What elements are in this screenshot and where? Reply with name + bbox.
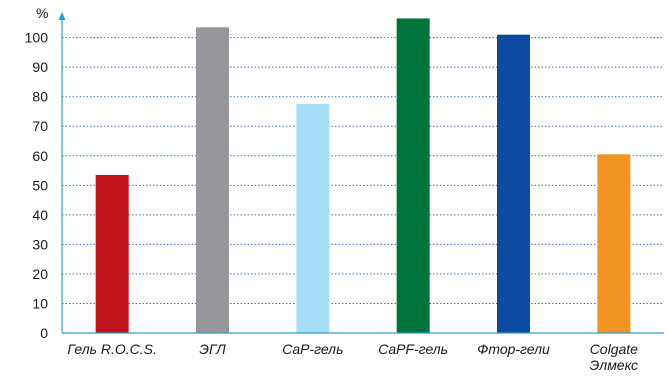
x-tick-label: CaPF-гель <box>378 341 448 357</box>
x-tick-label: Гель R.O.C.S. <box>67 341 156 357</box>
y-tick-label: 80 <box>32 89 48 105</box>
y-tick-label: 30 <box>32 236 48 252</box>
axes-layer <box>58 12 664 334</box>
y-tick-label: 90 <box>32 59 48 75</box>
y-tick-labels: 0 10 20 30 40 50 60 70 80 90 100 <box>25 30 49 341</box>
bars-layer <box>95 18 631 334</box>
y-tick-label: 0 <box>40 325 48 341</box>
y-tick-label: 10 <box>32 295 48 311</box>
y-tick-label: 20 <box>32 266 48 282</box>
x-tick-label: Элмекс <box>590 357 638 373</box>
grid-layer <box>62 37 664 304</box>
y-tick-label: 70 <box>32 118 48 134</box>
bar <box>95 174 129 333</box>
x-tick-label: CaP-гель <box>282 341 343 357</box>
y-tick-label: 50 <box>32 177 48 193</box>
y-axis-arrow-icon <box>58 12 66 20</box>
x-tick-label: ЭГЛ <box>199 341 226 357</box>
x-tick-labels: Гель R.O.C.S. ЭГЛ CaP-гель CaPF-гель Фтор-ге… <box>67 341 638 373</box>
x-tick-label: Фтор-гели <box>477 341 550 357</box>
y-tick-label: 40 <box>32 207 48 223</box>
y-tick-label: 100 <box>25 30 49 46</box>
y-axis-label: % <box>36 5 48 21</box>
bar <box>497 34 530 333</box>
bar <box>296 104 330 334</box>
bar <box>597 154 631 333</box>
bar <box>396 18 430 334</box>
bar <box>196 27 229 334</box>
x-tick-label: Colgate <box>590 341 638 357</box>
y-tick-label: 60 <box>32 148 48 164</box>
